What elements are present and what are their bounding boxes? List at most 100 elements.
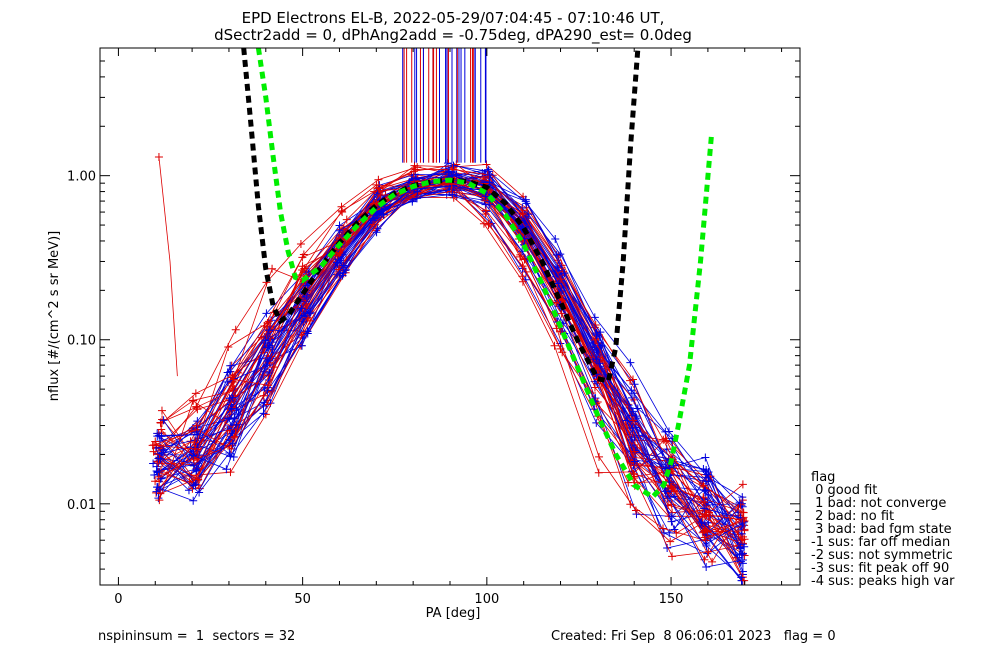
data-point-marker [708,557,717,566]
series-red [157,171,749,560]
data-point-marker [303,329,312,338]
data-point-marker [298,266,307,275]
data-point-marker [341,265,350,274]
legend-entry-3: 3 bad: bad fgm state [811,522,952,537]
y-tick-label: 0.10 [67,334,96,349]
data-point-marker [261,336,270,345]
fit-curve-green [255,48,715,501]
series-line [161,164,744,514]
data-point-marker [262,309,271,318]
data-point-marker [664,427,673,436]
data-point-marker [189,451,198,460]
data-point-marker [704,491,713,500]
data-point-marker [629,416,638,425]
chart-title-line2: dSectr2add = 0, dPhAng2add = -0.75deg, d… [214,26,692,45]
data-point-marker [412,194,421,203]
data-point-marker [596,328,605,337]
series-line [158,183,744,561]
data-point-marker [152,466,161,475]
data-point-marker [560,269,569,278]
data-point-marker [192,403,201,412]
data-point-marker [738,508,747,517]
x-tick-label: 0 [114,592,122,607]
data-point-marker [303,313,312,322]
series-line [158,191,744,554]
series-blue [152,190,747,549]
data-point-marker [699,481,708,490]
data-point-marker [410,161,419,170]
data-point-marker [222,465,231,474]
data-point-marker [700,504,709,513]
data-point-marker [701,453,710,462]
data-point-marker [231,325,240,334]
series-blue [153,167,749,551]
data-point-marker [558,267,567,276]
data-point-marker [629,469,638,478]
legend-entry-1: 1 bad: not converge [811,496,946,511]
y-tick-label: 0.01 [67,498,96,513]
data-point-marker [481,206,490,215]
data-point-marker [738,519,747,528]
footer-right: Created: Fri Sep 8 06:06:01 2023 flag = … [551,629,836,644]
data-point-marker [335,226,344,235]
series-red [151,171,744,567]
data-point-marker [301,299,310,308]
data-point-marker [626,500,635,509]
data-point-marker [151,477,160,486]
data-point-marker [378,186,387,195]
data-point-marker [485,178,494,187]
series-red [154,152,178,377]
x-tick-label: 100 [474,592,499,607]
data-point-marker [264,381,273,390]
data-point-marker [698,528,707,537]
data-point-marker [702,510,711,519]
data-point-marker [194,475,203,484]
series-blue [152,161,747,502]
data-point-marker [664,501,673,510]
data-point-marker [189,496,198,505]
data-point-marker [520,255,529,264]
data-point-marker [702,562,711,571]
axes: 0 50 100 150 0.01 0.10 1.00 [67,48,800,607]
data-point-marker [697,518,706,527]
data-point-marker [521,214,530,223]
data-point-marker [518,262,527,271]
series-blue [150,175,742,562]
data-point-marker [667,482,676,491]
y-axis-label: nflux [#/(cm^2 s sr MeV)] [47,231,62,401]
data-point-marker [156,489,165,498]
data-point-marker [184,486,193,495]
data-point-marker [268,264,277,273]
fit-curve-black [241,48,641,385]
data-point-marker [264,326,273,335]
data-point-marker [557,309,566,318]
data-point-marker [659,524,668,533]
data-point-marker [411,165,420,174]
data-point-marker [626,376,635,385]
data-point-marker [735,550,744,559]
series-line [158,156,178,377]
data-point-marker [735,498,744,507]
data-point-marker [153,449,162,458]
data-point-marker [155,496,164,505]
data-point-marker [700,555,709,564]
series-red [152,169,747,558]
data-point-marker [372,180,381,189]
data-point-marker [738,493,747,502]
data-point-marker [552,250,561,259]
data-point-marker [268,345,277,354]
data-point-marker [153,429,162,438]
data-point-marker [152,487,161,496]
data-point-marker [259,401,268,410]
legend-title: flag [811,470,835,485]
series-blue [159,176,745,522]
series-red [154,179,745,544]
data-point-marker [342,215,351,224]
data-point-marker [485,200,494,209]
data-point-marker [631,412,640,421]
x-tick-label: 50 [294,592,311,607]
data-point-marker [225,394,234,403]
legend-entry-0: 0 good fit [811,483,877,498]
data-point-marker [157,406,166,415]
